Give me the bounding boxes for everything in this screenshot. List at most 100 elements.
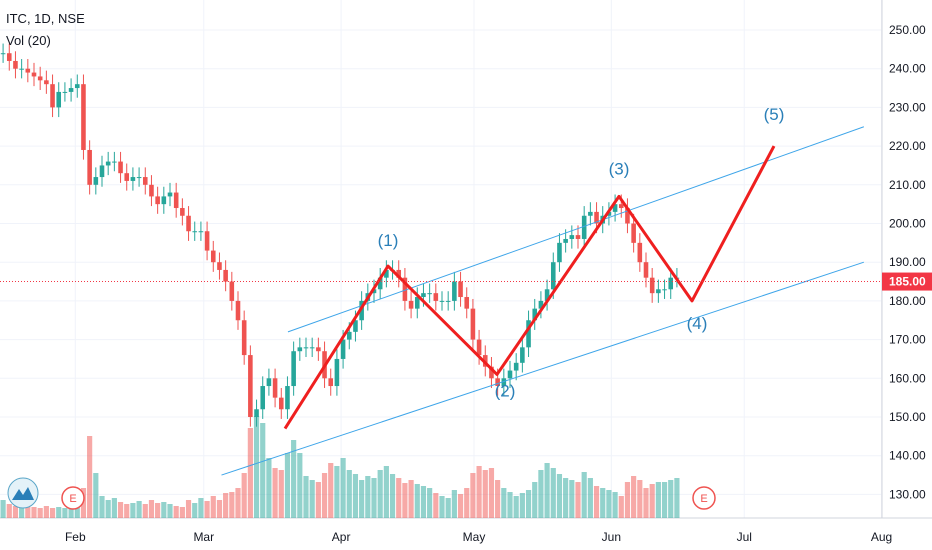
candle-body[interactable] — [384, 269, 389, 278]
candle-body[interactable] — [81, 84, 86, 150]
candle-body[interactable] — [235, 300, 241, 321]
candle-body[interactable] — [544, 289, 550, 301]
candle-body[interactable] — [173, 192, 179, 209]
candle-body[interactable] — [204, 231, 210, 251]
candle-body[interactable] — [353, 320, 358, 332]
candle-body[interactable] — [649, 277, 655, 294]
candle-body[interactable] — [464, 297, 470, 309]
candle-body[interactable] — [316, 347, 321, 352]
candle-body[interactable] — [501, 378, 507, 387]
candle-body[interactable] — [303, 347, 309, 349]
candle-body[interactable] — [93, 177, 99, 185]
candle-body[interactable] — [588, 211, 593, 216]
candle-body[interactable] — [625, 208, 630, 224]
channel-lower-line[interactable] — [221, 261, 865, 476]
candle-body[interactable] — [167, 192, 173, 197]
candle-body[interactable] — [550, 262, 556, 290]
candle-body[interactable] — [346, 331, 352, 340]
candle-body[interactable] — [13, 60, 18, 69]
candle-body[interactable] — [180, 208, 185, 216]
candle-body[interactable] — [31, 72, 37, 77]
earnings-event-marker[interactable] — [61, 486, 85, 510]
candle-body[interactable] — [124, 173, 130, 181]
candle-body[interactable] — [520, 347, 525, 363]
candle-body[interactable] — [656, 289, 661, 294]
candle-body[interactable] — [266, 378, 272, 387]
candle-body[interactable] — [6, 53, 12, 61]
candle-body[interactable] — [142, 177, 148, 185]
candle-body[interactable] — [606, 211, 612, 216]
candle-body[interactable] — [112, 161, 117, 163]
candle-body[interactable] — [210, 250, 216, 263]
candle-body[interactable] — [278, 397, 284, 410]
candle-body[interactable] — [192, 231, 198, 233]
candle-body[interactable] — [495, 378, 500, 387]
candle-body[interactable] — [118, 161, 123, 174]
candle-body[interactable] — [217, 262, 222, 270]
candle-body[interactable] — [594, 211, 599, 224]
candle-body[interactable] — [359, 300, 364, 321]
candle-body[interactable] — [532, 308, 538, 321]
candle-body[interactable] — [254, 409, 259, 417]
candle-body[interactable] — [489, 366, 494, 379]
candle-body[interactable] — [433, 293, 439, 301]
candle-body[interactable] — [291, 351, 296, 387]
candle-body[interactable] — [538, 300, 544, 309]
candle-body[interactable] — [136, 177, 142, 179]
candle-body[interactable] — [297, 347, 303, 352]
candle-body[interactable] — [612, 204, 618, 212]
candle-body[interactable] — [309, 347, 315, 349]
legend-volume[interactable]: Vol (20) — [6, 33, 51, 48]
candle-body[interactable] — [414, 297, 420, 309]
channel-upper-line[interactable] — [287, 126, 865, 333]
candle-body[interactable] — [637, 242, 643, 263]
candle-body[interactable] — [513, 362, 519, 371]
candle-body[interactable] — [56, 91, 62, 108]
candle-body[interactable] — [631, 223, 636, 243]
candle-body[interactable] — [618, 204, 624, 209]
candle-body[interactable] — [334, 358, 340, 387]
candle-body[interactable] — [285, 386, 290, 410]
candle-body[interactable] — [74, 84, 80, 89]
candle-body[interactable] — [198, 231, 204, 233]
candle-body[interactable] — [643, 262, 649, 278]
candle-body[interactable] — [439, 300, 445, 302]
candle-body[interactable] — [557, 242, 562, 263]
candle-body[interactable] — [155, 196, 160, 205]
candle-body[interactable] — [229, 281, 235, 301]
earnings-event-marker[interactable] — [692, 486, 716, 510]
candle-body[interactable] — [371, 289, 377, 294]
candle-body[interactable] — [476, 339, 482, 356]
candle-body[interactable] — [248, 355, 253, 417]
candle-body[interactable] — [470, 308, 476, 340]
candle-body[interactable] — [402, 277, 408, 301]
candle-body[interactable] — [25, 68, 31, 73]
candle-body[interactable] — [62, 91, 68, 93]
candle-body[interactable] — [662, 289, 667, 291]
candle-body[interactable] — [408, 300, 414, 309]
candle-body[interactable] — [272, 378, 278, 398]
candle-body[interactable] — [260, 386, 266, 410]
legend-symbol[interactable]: ITC, 1D, NSE — [6, 11, 85, 26]
candle-body[interactable] — [0, 53, 6, 55]
candle-body[interactable] — [186, 215, 191, 232]
candle-body[interactable] — [396, 269, 402, 278]
candle-body[interactable] — [223, 269, 228, 282]
candle-body[interactable] — [458, 281, 463, 298]
candle-body[interactable] — [130, 177, 136, 181]
candle-body[interactable] — [105, 161, 111, 166]
candle-body[interactable] — [50, 84, 55, 108]
candle-body[interactable] — [377, 277, 383, 290]
candle-body[interactable] — [575, 235, 581, 239]
candle-body[interactable] — [149, 184, 154, 197]
candle-body[interactable] — [99, 165, 105, 178]
candle-body[interactable] — [569, 235, 575, 239]
candle-body[interactable] — [452, 281, 457, 301]
elliott-wave-path[interactable] — [283, 145, 776, 430]
candle-body[interactable] — [563, 238, 568, 243]
candle-body[interactable] — [445, 300, 451, 302]
candle-body[interactable] — [87, 149, 92, 185]
candle-body[interactable] — [421, 293, 426, 298]
candle-body[interactable] — [668, 277, 674, 290]
